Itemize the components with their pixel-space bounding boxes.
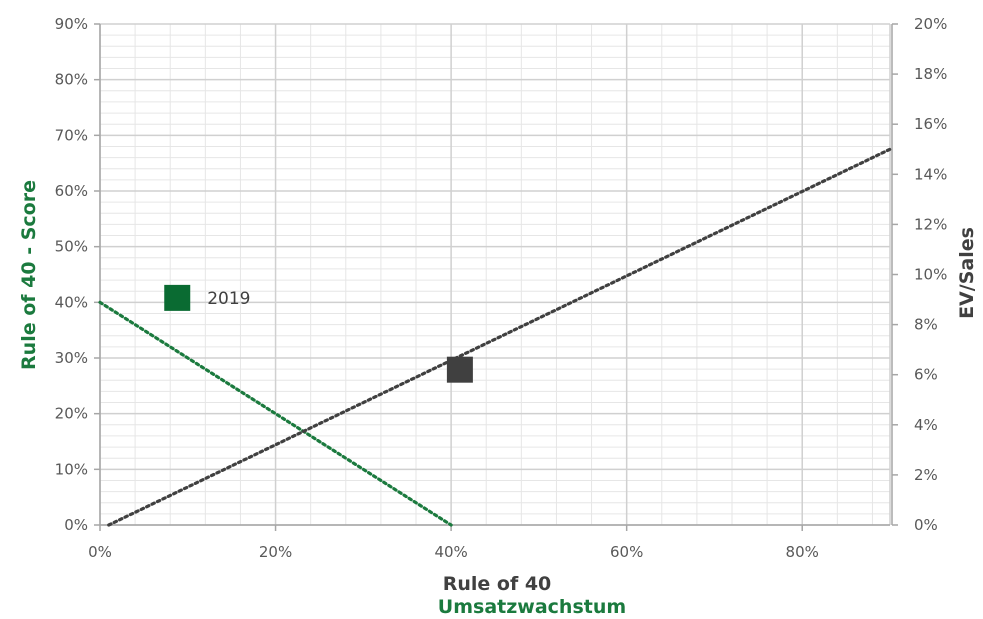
y-left-tick-label: 0% [64,516,88,534]
y-right-tick-label: 8% [914,316,938,334]
y-left-tick-label: 60% [55,182,88,200]
x-tick-label: 80% [786,543,819,561]
y-right-tick-label: 16% [914,115,947,133]
y-left-tick-label: 70% [55,126,88,144]
y-right-tick-label: 18% [914,65,947,83]
y-right-tick-label: 4% [914,416,938,434]
x-axis-title-line2: Umsatzwachstum [438,596,626,618]
y-right-axis-title: EV/Sales [956,227,978,319]
ev-sales-point-marker [446,356,473,383]
y-left-tick-label: 50% [55,238,88,256]
score-point-marker [164,284,191,311]
y-left-axis-title: Rule of 40 - Score [18,180,40,370]
y-right-tick-label: 6% [914,366,938,384]
tick-labels: 0% 10% 20% 30% 40% 50% 60% 70% 80% 90% 0% 2% 4% 6% 8% 1… [55,15,948,561]
y-right-tick-label: 10% [914,266,947,284]
y-left-tick-label: 20% [55,405,88,423]
y-left-tick-label: 80% [55,71,88,89]
x-tick-label: 0% [88,543,112,561]
x-axis-title-line1: Rule of 40 [443,573,552,595]
y-right-tick-label: 14% [914,165,947,183]
score-threshold-line [98,300,453,527]
y-left-tick-label: 40% [55,293,88,311]
axes [94,23,898,531]
x-tick-label: 20% [259,543,292,561]
y-right-tick-label: 12% [914,215,947,233]
x-tick-label: 60% [610,543,643,561]
y-right-tick-label: 2% [914,466,938,484]
y-left-tick-label: 30% [55,349,88,367]
series [98,147,892,527]
y-right-tick-label: 20% [914,15,947,33]
markers: 2019 [164,284,473,383]
major-grid [99,23,891,526]
y-right-tick-label: 0% [914,516,938,534]
x-tick-label: 40% [434,543,467,561]
y-left-tick-label: 90% [55,15,88,33]
point-label: 2019 [207,289,250,309]
minor-grid [99,23,890,526]
y-left-tick-label: 10% [55,460,88,478]
ev-sales-trend-line [107,147,892,527]
